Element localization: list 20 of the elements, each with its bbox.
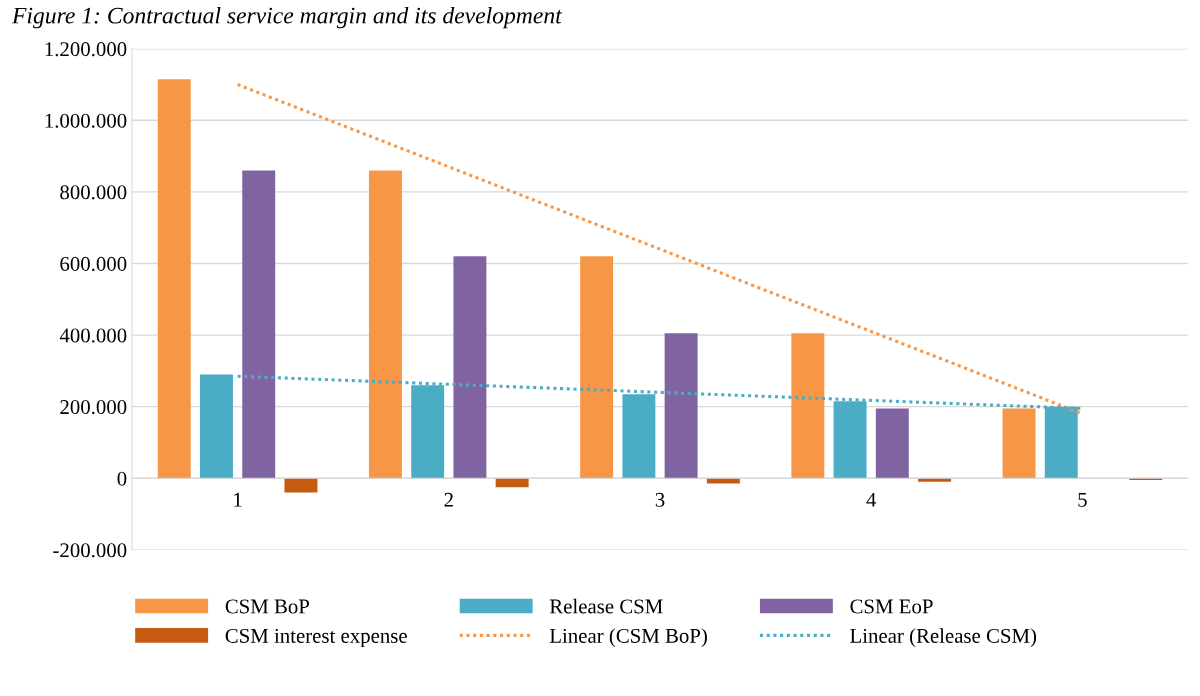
legend-label: Release CSM <box>549 598 663 614</box>
x-tick-label: 4 <box>866 492 877 507</box>
y-tick-label: 0 <box>117 471 127 486</box>
legend-label: CSM interest expense <box>225 628 407 648</box>
legend-label: Linear (Release CSM) <box>850 628 1037 648</box>
x-tick-label: 1 <box>234 492 242 507</box>
y-tick-label: 800.000 <box>60 185 127 200</box>
legend-label: Linear (CSM BoP) <box>549 628 707 648</box>
y-tick-label: -200.000 <box>53 543 127 558</box>
legend-label: CSM EoP <box>850 599 933 614</box>
x-tick-label: 3 <box>655 492 665 507</box>
y-tick-label: 200.000 <box>60 400 127 415</box>
y-tick-label: 1.200.000 <box>45 42 127 57</box>
y-tick-label: 400.000 <box>59 328 127 343</box>
x-tick-label: 2 <box>444 492 453 507</box>
chart-title: Figure 1: Contractual service margin and its development <box>11 6 563 29</box>
y-tick-label: 600.000 <box>60 256 127 272</box>
legend-label: CSM BoP <box>225 599 310 614</box>
x-tick-label: 5 <box>1078 492 1087 507</box>
y-tick-label: 1.000.000 <box>45 113 127 128</box>
